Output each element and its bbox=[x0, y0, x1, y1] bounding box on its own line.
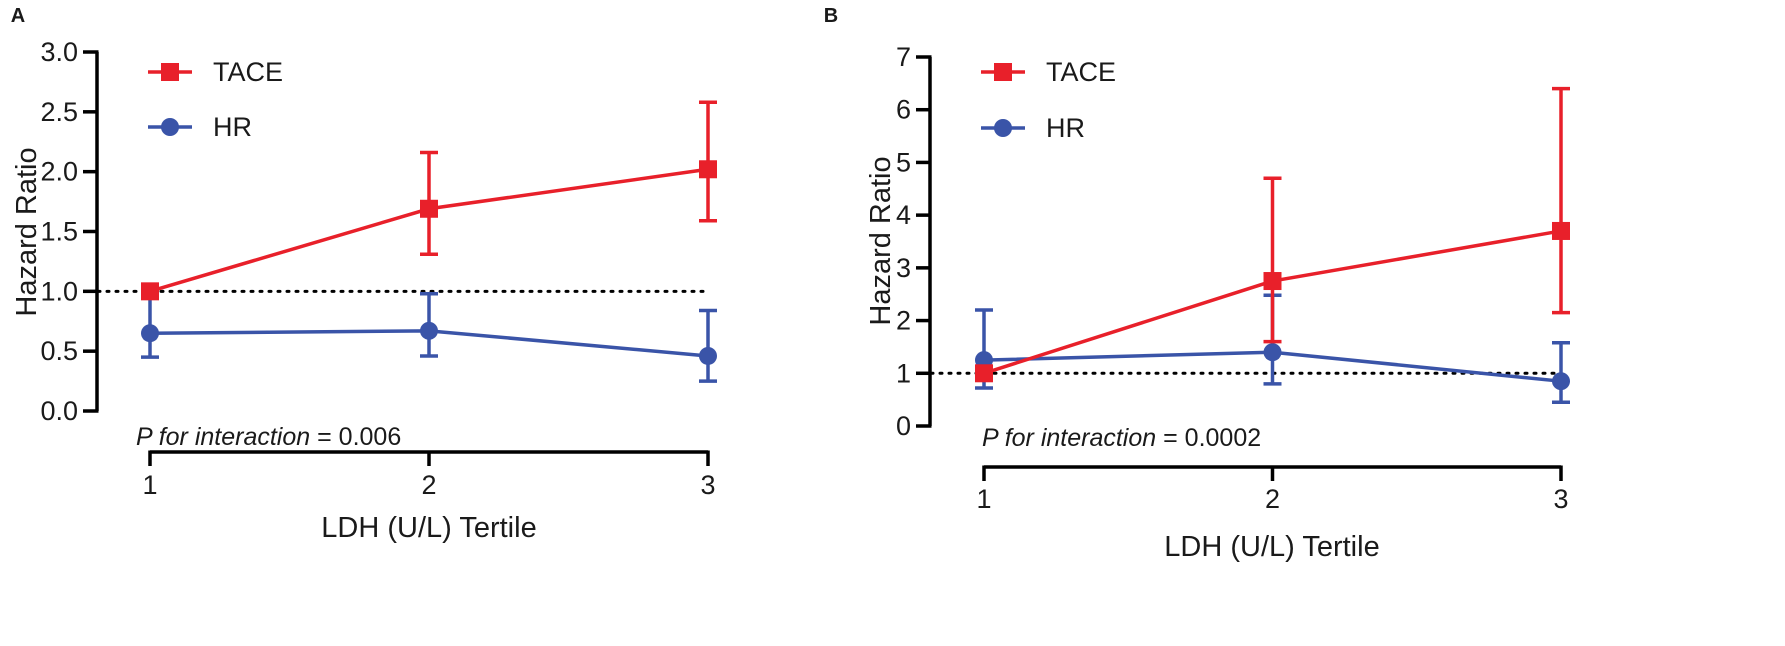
legend-marker bbox=[161, 118, 179, 136]
y-tick-label: 0.0 bbox=[40, 396, 78, 426]
y-axis-label: Hazard Ratio bbox=[11, 147, 43, 316]
y-tick-label: 1 bbox=[896, 358, 911, 388]
data-point bbox=[420, 199, 438, 218]
y-tick-label: 1.0 bbox=[40, 276, 78, 306]
x-tick-label: 2 bbox=[1265, 484, 1280, 514]
series-hr bbox=[141, 291, 717, 383]
y-tick-label: 3 bbox=[896, 253, 911, 283]
legend: TACE HR bbox=[148, 57, 283, 142]
x-tick-label: 2 bbox=[421, 470, 436, 500]
legend-label: HR bbox=[213, 112, 252, 142]
y-tick-label: 4 bbox=[896, 200, 911, 230]
panel-b: B 0 1 2 3 4 5 6 7 Hazard Ratio 1 2 3 LDH (U/L) Tertil… bbox=[824, 5, 1570, 563]
y-tick-label: 3.0 bbox=[40, 37, 78, 67]
data-point bbox=[420, 321, 438, 340]
data-point bbox=[1552, 372, 1570, 391]
legend-marker bbox=[994, 119, 1012, 137]
data-point bbox=[141, 282, 159, 301]
x-tick-label: 3 bbox=[1553, 484, 1568, 514]
y-tick-label: 0 bbox=[896, 411, 911, 441]
legend-label: TACE bbox=[213, 57, 283, 87]
data-point bbox=[141, 324, 159, 343]
y-tick-label: 5 bbox=[896, 147, 911, 177]
p-value-italic: P for interaction bbox=[136, 423, 310, 451]
p-value-annotation: P for interaction = 0.006 bbox=[136, 423, 401, 451]
data-point bbox=[1552, 221, 1570, 240]
y-tick-label: 2.5 bbox=[40, 97, 78, 127]
legend-marker bbox=[994, 63, 1012, 81]
y-tick-label: 2 bbox=[896, 306, 911, 336]
y-axis-label: Hazard Ratio bbox=[865, 156, 897, 325]
legend-label: HR bbox=[1046, 113, 1085, 143]
data-point bbox=[699, 346, 717, 365]
x-axis-label: LDH (U/L) Tertile bbox=[1164, 531, 1379, 563]
x-tick-label: 3 bbox=[700, 470, 715, 500]
legend-marker bbox=[161, 63, 179, 81]
data-point bbox=[699, 160, 717, 179]
y-tick-label: 0.5 bbox=[40, 336, 78, 366]
p-value-number: = 0.006 bbox=[310, 423, 401, 451]
series-tace bbox=[141, 100, 717, 301]
panel-label: B bbox=[824, 5, 838, 27]
data-point bbox=[1263, 343, 1282, 362]
legend: TACE HR bbox=[981, 57, 1116, 143]
legend-label: TACE bbox=[1046, 57, 1116, 87]
y-tick-label: 2.0 bbox=[40, 157, 78, 187]
y-tick-label: 6 bbox=[896, 95, 911, 125]
y-tick-label: 1.5 bbox=[40, 217, 78, 247]
x-tick-label: 1 bbox=[142, 470, 157, 500]
series-tace bbox=[975, 86, 1570, 383]
p-value-annotation: P for interaction = 0.0002 bbox=[982, 424, 1261, 452]
panel-a: A 0.0 0.5 1.0 1.5 2.0 2.5 3.0 Hazard Ratio 1 2 3 LDH… bbox=[11, 5, 717, 544]
y-tick-label: 7 bbox=[896, 42, 911, 72]
data-point bbox=[1263, 272, 1282, 291]
data-point bbox=[975, 364, 993, 383]
p-value-italic: P for interaction bbox=[982, 424, 1156, 452]
x-tick-label: 1 bbox=[976, 484, 991, 514]
panel-label: A bbox=[11, 5, 25, 27]
p-value-number: = 0.0002 bbox=[1156, 424, 1261, 452]
x-axis-label: LDH (U/L) Tertile bbox=[321, 512, 536, 544]
